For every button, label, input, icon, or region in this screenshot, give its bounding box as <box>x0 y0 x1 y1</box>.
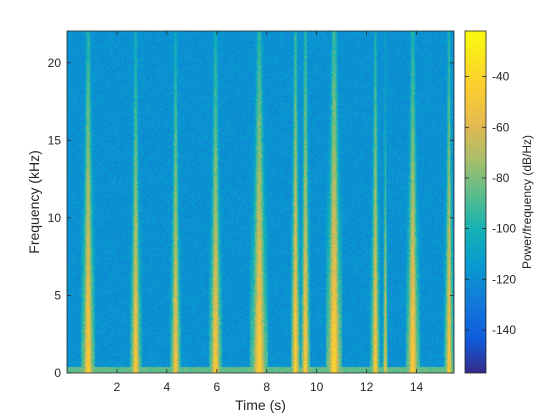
y-tick-label: 20 <box>48 56 62 70</box>
x-tick-label: 6 <box>213 380 220 394</box>
spectrogram-axes: 2 4 6 8 10 12 14 0 5 10 15 20 <box>48 30 455 394</box>
colorbar-gradient <box>465 31 486 373</box>
colorbar-tick-label: -40 <box>492 70 510 84</box>
y-tick-label: 10 <box>48 211 62 225</box>
spectrogram-image <box>67 31 454 373</box>
x-tick-label: 14 <box>410 380 424 394</box>
y-axis-label: Frequency (kHz) <box>26 150 42 253</box>
y-tick-label: 15 <box>48 133 62 147</box>
colorbar-ticks: -140 -120 -100 -80 -60 -40 <box>465 70 516 337</box>
colorbar-tick-label: -140 <box>492 323 516 337</box>
x-axis-ticks: 2 4 6 8 10 12 14 <box>114 31 424 394</box>
y-tick-label: 5 <box>54 288 61 302</box>
colorbar: -140 -120 -100 -80 -60 -40 <box>464 30 516 374</box>
colorbar-tick-label: -100 <box>492 222 516 236</box>
plot-frame <box>66 30 455 374</box>
colorbar-frame <box>464 30 487 374</box>
x-tick-label: 4 <box>164 380 171 394</box>
colorbar-tick-label: -80 <box>492 171 510 185</box>
colorbar-tick-label: -120 <box>492 272 516 286</box>
colorbar-tick-label: -60 <box>492 120 510 134</box>
spectrogram-image-holder <box>67 31 454 373</box>
x-tick-label: 2 <box>114 380 121 394</box>
x-tick-label: 12 <box>360 380 374 394</box>
x-tick-label: 10 <box>310 380 324 394</box>
y-tick-label: 0 <box>54 366 61 380</box>
x-axis-label: Time (s) <box>235 397 286 413</box>
x-tick-label: 8 <box>263 380 270 394</box>
y-axis-ticks: 0 5 10 15 20 <box>48 56 454 380</box>
colorbar-label: Power/frequency (dB/Hz) <box>520 135 534 269</box>
